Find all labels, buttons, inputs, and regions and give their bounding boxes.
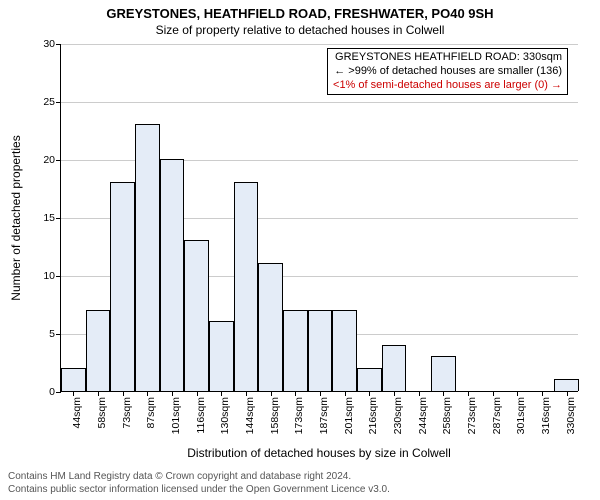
x-tick-mark [517,391,518,396]
x-tick-mark [295,391,296,396]
x-tick-label: 187sqm [318,397,330,434]
y-tick-label: 30 [43,38,61,50]
x-tick-mark [493,391,494,396]
x-tick-label: 73sqm [121,397,133,429]
x-tick-mark [394,391,395,396]
x-tick-label: 201sqm [343,397,355,434]
y-axis-label: Number of detached properties [9,135,23,300]
x-tick-label: 287sqm [491,397,503,434]
x-tick-label: 130sqm [219,397,231,434]
x-tick-mark [123,391,124,396]
attribution-line-1: Contains HM Land Registry data © Crown c… [8,471,390,484]
x-tick-mark [320,391,321,396]
annotation-line-3: <1% of semi-detached houses are larger (… [333,79,562,93]
bar [431,356,456,391]
bar [135,124,160,391]
bar [110,182,135,391]
y-tick-label: 15 [43,212,61,224]
grid-line [61,102,578,103]
bar [160,159,185,391]
bar [357,368,382,391]
x-tick-mark [468,391,469,396]
bar [332,310,357,391]
x-tick-label: 230sqm [392,397,404,434]
y-tick-label: 5 [49,328,61,340]
x-tick-mark [172,391,173,396]
x-tick-mark [197,391,198,396]
bar [86,310,111,391]
x-tick-label: 330sqm [565,397,577,434]
x-tick-label: 44sqm [71,397,83,429]
bar [209,321,234,391]
bar [184,240,209,391]
x-tick-mark [271,391,272,396]
x-tick-label: 273sqm [466,397,478,434]
x-tick-mark [246,391,247,396]
chart-container: GREYSTONES, HEATHFIELD ROAD, FRESHWATER,… [0,0,600,500]
x-tick-label: 258sqm [441,397,453,434]
x-tick-label: 101sqm [170,397,182,434]
grid-line [61,44,578,45]
annotation-line-2: ← >99% of detached houses are smaller (1… [333,65,562,79]
x-tick-label: 87sqm [145,397,157,429]
x-tick-mark [567,391,568,396]
y-tick-label: 10 [43,270,61,282]
bar [554,379,579,391]
x-tick-label: 158sqm [269,397,281,434]
x-tick-label: 173sqm [293,397,305,434]
bar [258,263,283,391]
chart-subtitle: Size of property relative to detached ho… [0,21,600,39]
annotation-box: GREYSTONES HEATHFIELD ROAD: 330sqm ← >99… [327,48,568,95]
x-tick-mark [369,391,370,396]
x-tick-label: 144sqm [244,397,256,434]
bar [308,310,333,391]
bar [234,182,259,391]
x-tick-mark [147,391,148,396]
x-tick-label: 216sqm [367,397,379,434]
y-tick-label: 0 [49,386,61,398]
plot-area: GREYSTONES HEATHFIELD ROAD: 330sqm ← >99… [60,44,578,392]
x-tick-mark [73,391,74,396]
y-tick-label: 20 [43,154,61,166]
bar [61,368,86,391]
x-tick-mark [542,391,543,396]
x-tick-label: 301sqm [515,397,527,434]
attribution-text: Contains HM Land Registry data © Crown c… [8,471,390,496]
bar [283,310,308,391]
x-tick-mark [221,391,222,396]
x-tick-mark [98,391,99,396]
chart-title: GREYSTONES, HEATHFIELD ROAD, FRESHWATER,… [0,0,600,21]
x-tick-label: 116sqm [195,397,207,434]
x-tick-label: 244sqm [417,397,429,434]
x-tick-mark [345,391,346,396]
x-tick-label: 316sqm [540,397,552,434]
attribution-line-2: Contains public sector information licen… [8,484,390,497]
x-axis-label: Distribution of detached houses by size … [187,446,450,460]
x-tick-mark [419,391,420,396]
annotation-title: GREYSTONES HEATHFIELD ROAD: 330sqm [333,51,562,65]
x-tick-mark [443,391,444,396]
y-tick-label: 25 [43,96,61,108]
x-tick-label: 58sqm [96,397,108,429]
bar [382,345,407,391]
